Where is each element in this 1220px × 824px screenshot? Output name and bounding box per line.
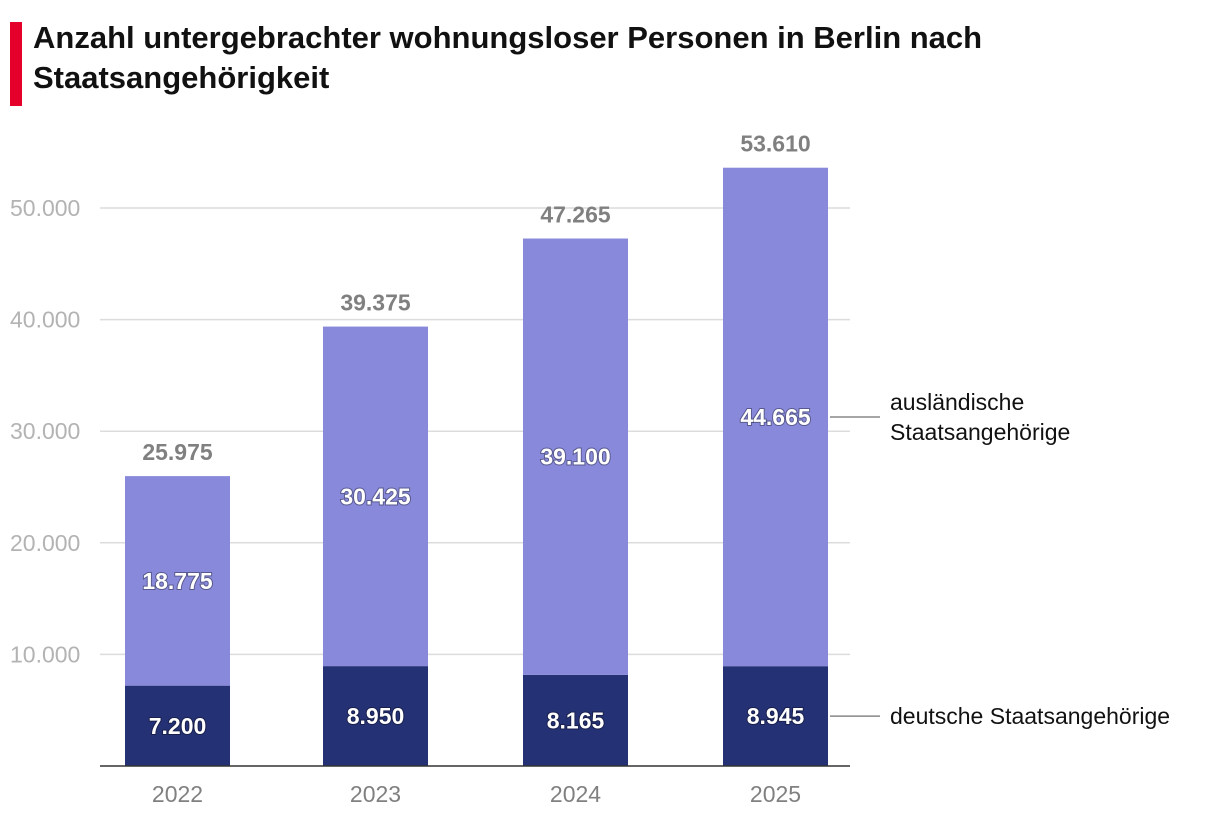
data-label: 8.165 [547,707,605,733]
y-tick-label: 20.000 [10,530,80,556]
bar-segment [323,326,428,667]
data-label: 44.665 [740,404,811,430]
bar-segment [723,666,828,766]
data-label: 30.425 [340,483,411,509]
data-label: 39.100 [540,444,610,470]
title-accent-bar [10,22,22,106]
y-tick-label: 50.000 [10,195,80,221]
bar-segment [523,674,628,766]
legend-label: Staatsangehörige [890,419,1070,445]
total-label: 25.975 [142,439,213,465]
bar-segment [523,238,628,675]
bar-segment [723,167,828,667]
legend-label: ausländische [890,389,1024,415]
bar-segment [323,666,428,766]
chart-title: Anzahl untergebrachter wohnungsloser Per… [33,20,983,95]
data-label: 18.775 [142,568,213,594]
data-label: 7.200 [149,713,207,739]
x-tick-label: 2024 [550,781,601,807]
x-tick-label: 2025 [750,781,801,807]
x-tick-label: 2022 [152,781,203,807]
x-tick-label: 2023 [350,781,401,807]
data-label: 8.945 [747,703,805,729]
data-label: 8.950 [347,703,405,729]
y-tick-label: 30.000 [10,418,80,444]
total-label: 53.610 [740,131,810,157]
y-tick-label: 10.000 [10,641,80,667]
legend-label: deutsche Staatsangehörige [890,703,1170,729]
bar-segment [125,476,230,686]
total-label: 47.265 [540,202,611,228]
bar-segment [125,685,230,766]
total-label: 39.375 [340,290,411,316]
y-tick-label: 40.000 [10,307,80,333]
